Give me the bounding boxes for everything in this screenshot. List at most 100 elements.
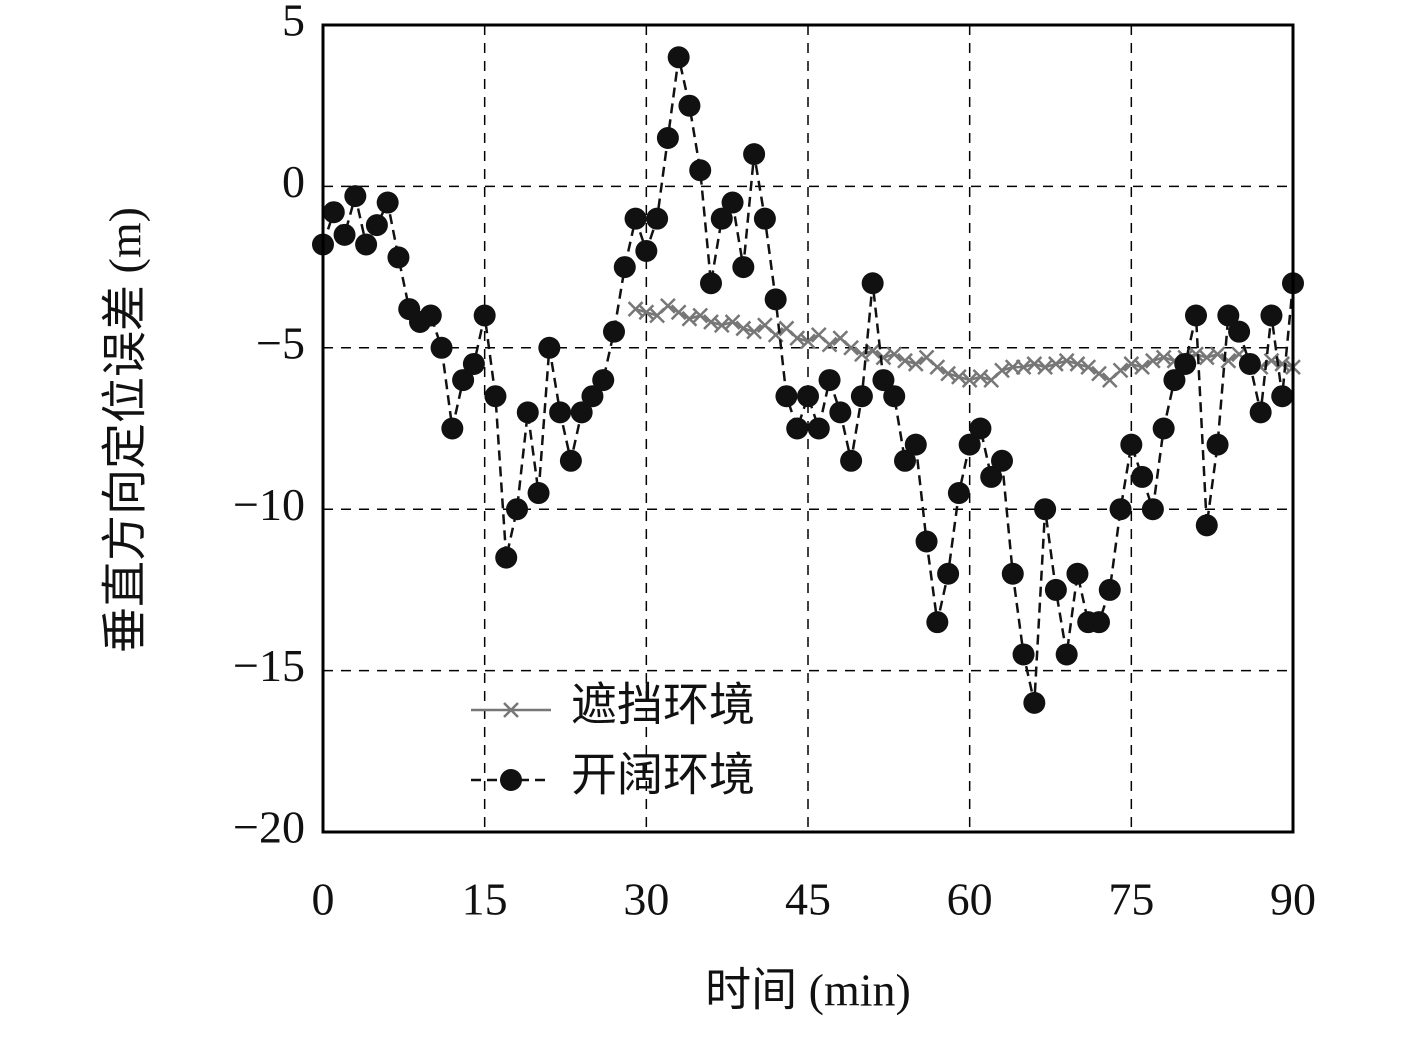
y-tick-label: 0 [282, 156, 305, 207]
data-point [897, 352, 913, 369]
x-tick-label: 30 [623, 874, 669, 925]
data-point [821, 336, 838, 353]
data-point [850, 385, 873, 408]
data-point [840, 449, 863, 472]
data-point [1228, 320, 1251, 343]
data-point [1145, 352, 1161, 369]
data-point [969, 417, 992, 440]
data-point [1131, 465, 1154, 488]
data-point [818, 369, 841, 392]
data-point [638, 304, 655, 321]
data-point [365, 214, 388, 237]
data-point [1066, 562, 1089, 585]
data-point [387, 246, 410, 269]
data-point [713, 317, 730, 334]
data-point [1185, 304, 1207, 327]
data-point [538, 336, 561, 359]
data-point [1015, 359, 1032, 376]
data-point [875, 349, 892, 366]
data-point [940, 365, 956, 382]
x-tick-label: 90 [1270, 874, 1316, 925]
data-point [721, 191, 744, 214]
data-point [829, 401, 852, 424]
data-point [559, 449, 582, 472]
data-point [376, 191, 399, 214]
data-point [972, 368, 989, 385]
y-tick-label: −20 [233, 802, 305, 853]
data-point [1088, 611, 1110, 634]
data-point [1238, 352, 1261, 375]
data-point [937, 562, 960, 585]
data-point [724, 314, 741, 330]
data-point [441, 417, 464, 440]
data-point [775, 385, 798, 408]
y-tick-label: 5 [282, 0, 305, 46]
data-point [1044, 578, 1067, 601]
data-point [1260, 304, 1283, 327]
data-point [1220, 352, 1237, 369]
x-tick-label: 0 [312, 874, 335, 925]
data-point [753, 207, 776, 230]
data-point [1091, 365, 1107, 382]
data-point [681, 310, 698, 327]
data-point [692, 307, 709, 324]
y-tick-label: −5 [256, 317, 305, 368]
data-point [1174, 352, 1197, 375]
data-point [991, 449, 1013, 472]
data-point [667, 46, 690, 69]
data-point [1026, 356, 1043, 372]
data-point [1249, 401, 1272, 424]
data-point [1120, 433, 1143, 456]
data-point [333, 223, 356, 246]
data-point [1034, 498, 1057, 521]
data-point [703, 314, 719, 330]
plot-frame [321, 23, 1295, 834]
data-point [1163, 369, 1186, 392]
legend-label: 开阔环境 [571, 750, 755, 801]
data-point [624, 207, 647, 230]
data-point [419, 304, 442, 327]
data-point [1098, 578, 1121, 601]
data-point [1206, 433, 1229, 456]
data-point [1141, 498, 1164, 521]
data-point [797, 385, 819, 408]
data-point [581, 385, 604, 408]
data-point [1109, 498, 1132, 521]
data-point [1069, 356, 1086, 372]
legend-marker [503, 702, 519, 718]
data-point [883, 385, 906, 408]
data-point [660, 297, 676, 314]
data-point [886, 346, 903, 363]
data-point [1048, 356, 1064, 372]
data-point [1080, 359, 1097, 376]
data-point [746, 323, 762, 340]
data-point [1155, 349, 1172, 366]
data-point [1012, 643, 1035, 666]
data-point [1195, 514, 1218, 537]
data-point [430, 336, 453, 359]
x-tick-label: 60 [947, 874, 993, 925]
data-point [764, 288, 787, 311]
data-point [646, 207, 669, 230]
data-point [864, 343, 881, 359]
data-point [462, 352, 485, 375]
data-point [961, 372, 978, 388]
data-point [743, 143, 766, 166]
data-point [980, 465, 1003, 488]
data-point [861, 272, 884, 295]
data-point [926, 611, 949, 634]
x-axis-label: 时间 (min) [705, 965, 911, 1016]
y-tick-label: −15 [233, 640, 305, 691]
data-point [735, 320, 752, 337]
data-point [1209, 346, 1226, 363]
data-point [1112, 362, 1129, 379]
data-point [1217, 304, 1240, 327]
data-point [635, 239, 658, 262]
data-point [1134, 359, 1150, 376]
data-point [549, 401, 572, 424]
data-point [872, 369, 895, 392]
data-point [506, 498, 528, 521]
data-point [322, 201, 345, 224]
